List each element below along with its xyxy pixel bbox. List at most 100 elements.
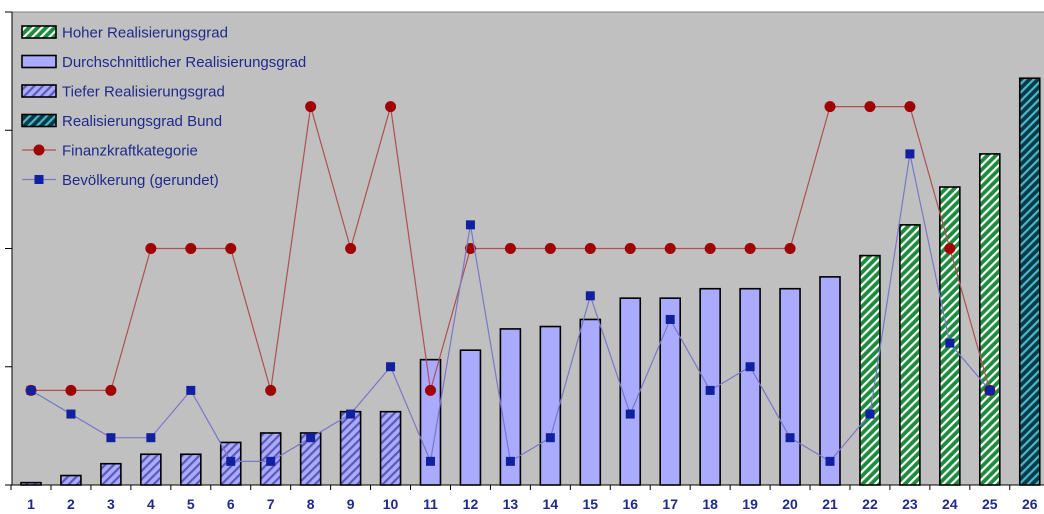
finanzkraft-point-10 (385, 101, 397, 113)
finanzkraft-point-20 (784, 243, 796, 254)
x-tick-label-14: 14 (543, 496, 559, 512)
x-tick-label-21: 21 (822, 496, 838, 512)
legend-label: Realisierungsgrad Bund (62, 113, 222, 130)
finanzkraft-point-17 (664, 243, 676, 254)
finanzkraft-point-18 (704, 243, 716, 254)
x-tick-label-3: 3 (107, 496, 115, 512)
x-tick-label-9: 9 (347, 496, 355, 512)
bevoelkerung-point-5 (186, 385, 196, 395)
x-tick-label-16: 16 (622, 496, 638, 512)
bar-15-durchschnitt (579, 318, 602, 486)
bevoelkerung-point-21 (825, 456, 835, 466)
finanzkraft-point-13 (504, 243, 516, 254)
bevoelkerung-point-12 (465, 220, 475, 230)
x-tick-label-26: 26 (1022, 496, 1038, 512)
finanzkraft-point-3 (105, 384, 117, 396)
x-tick-label-7: 7 (267, 496, 275, 512)
bar-26-bund (1018, 77, 1041, 486)
lines (25, 101, 996, 466)
bar-23-hoch (899, 224, 921, 486)
finanzkraft-point-2 (65, 384, 77, 396)
bar-3-tief (100, 462, 122, 486)
y-axis (5, 11, 13, 486)
bevoelkerung-point-9 (346, 409, 356, 419)
bar-19-durchschnitt (739, 287, 761, 486)
bevoelkerung-point-16 (625, 409, 635, 419)
x-tick-label-19: 19 (742, 496, 758, 512)
x-tick-label-17: 17 (662, 496, 678, 512)
bevoelkerung-point-8 (306, 433, 316, 443)
x-tick-label-18: 18 (702, 496, 718, 512)
x-tick-label-11: 11 (423, 496, 438, 512)
bar-25-hoch (978, 153, 1001, 486)
x-tick-label-10: 10 (383, 496, 399, 512)
x-tick-label-8: 8 (307, 496, 315, 512)
x-ticks: 1 2 3 4 5 6 7 8 9 10 11 12 13 14 15 16 17 18 19 20 21 22 23 24 2… (10, 485, 1038, 512)
finanzkraft-point-11 (425, 384, 436, 396)
bar-20-durchschnitt (779, 287, 801, 486)
bar-10-tief (379, 410, 402, 486)
bar-12-durchschnitt (459, 349, 482, 486)
bevoelkerung-point-20 (785, 433, 795, 443)
bevoelkerung-point-11 (426, 456, 435, 466)
legend-swatch (21, 25, 57, 39)
bevoelkerung-point-17 (665, 314, 675, 324)
bar-9-tief (339, 410, 362, 486)
bevoelkerung-point-7 (266, 456, 276, 466)
bevoelkerung-point-18 (705, 385, 715, 395)
legend-label: Tiefer Realisierungsgrad (62, 84, 225, 101)
finanzkraft-point-19 (744, 243, 756, 254)
bevoelkerung-point-23 (905, 149, 915, 159)
x-tick-label-24: 24 (942, 496, 958, 512)
finanzkraft-point-23 (904, 101, 916, 113)
finanzkraft-point-16 (624, 243, 636, 254)
x-tick-label-23: 23 (902, 496, 918, 512)
x-tick-label-22: 22 (862, 496, 878, 512)
legend-label: Finanzkraftkategorie (62, 143, 198, 160)
finanzkraft-point-8 (305, 101, 317, 113)
x-tick-label-2: 2 (67, 496, 75, 512)
x-tick-label-5: 5 (187, 496, 195, 512)
finanzkraft-point-14 (544, 243, 556, 254)
bar-24-hoch (939, 186, 961, 486)
legend-swatch (21, 84, 57, 98)
legend-label: Durchschnittlicher Realisierungsgrad (62, 54, 306, 71)
bar-4-tief (140, 453, 162, 486)
bevoelkerung-point-14 (545, 433, 555, 443)
finanzkraft-point-24 (944, 243, 956, 254)
bevoelkerung-point-15 (585, 291, 595, 301)
bevoelkerung-point-24 (945, 338, 955, 348)
legend-marker (33, 144, 45, 156)
bevoelkerung-point-1 (26, 385, 36, 395)
x-tick-label-25: 25 (982, 496, 998, 512)
bevoelkerung-point-25 (985, 385, 995, 395)
legend: Hoher Realisierungsgrad Durchschnittliche… (21, 25, 306, 189)
x-tick-label-13: 13 (503, 496, 519, 512)
legend-swatch (21, 54, 57, 69)
bar-5-tief (180, 453, 202, 486)
finanzkraft-point-22 (864, 101, 876, 113)
x-tick-label-4: 4 (147, 496, 155, 512)
bevoelkerung-point-13 (505, 456, 515, 466)
bevoelkerung-point-3 (106, 433, 116, 443)
x-tick-label-20: 20 (782, 496, 798, 512)
finanzkraft-point-9 (345, 243, 357, 254)
finanzkraft-point-7 (265, 384, 277, 396)
bar-2-tief (60, 474, 82, 486)
x-tick-label-6: 6 (227, 496, 235, 512)
bevoelkerung-point-19 (745, 362, 755, 372)
bar-17-durchschnitt (659, 297, 682, 486)
bevoelkerung-point-10 (386, 362, 396, 372)
bevoelkerung-point-2 (66, 409, 76, 419)
bevoelkerung-point-4 (146, 433, 156, 443)
bevoelkerung-point-6 (226, 456, 236, 466)
finanzkraft-point-5 (185, 243, 197, 254)
legend-label: Hoher Realisierungsgrad (62, 25, 228, 42)
bar-14-durchschnitt (539, 325, 562, 486)
legend-marker (34, 175, 44, 184)
bevoelkerung-point-22 (865, 409, 875, 419)
finanzkraft-point-4 (145, 243, 157, 254)
finanzkraft-point-21 (824, 101, 836, 113)
legend-label: Bevölkerung (gerundet) (62, 172, 219, 189)
